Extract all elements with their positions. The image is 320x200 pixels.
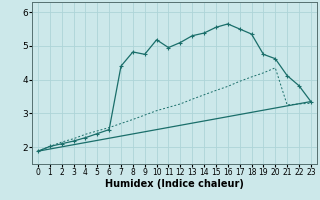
X-axis label: Humidex (Indice chaleur): Humidex (Indice chaleur) <box>105 179 244 189</box>
